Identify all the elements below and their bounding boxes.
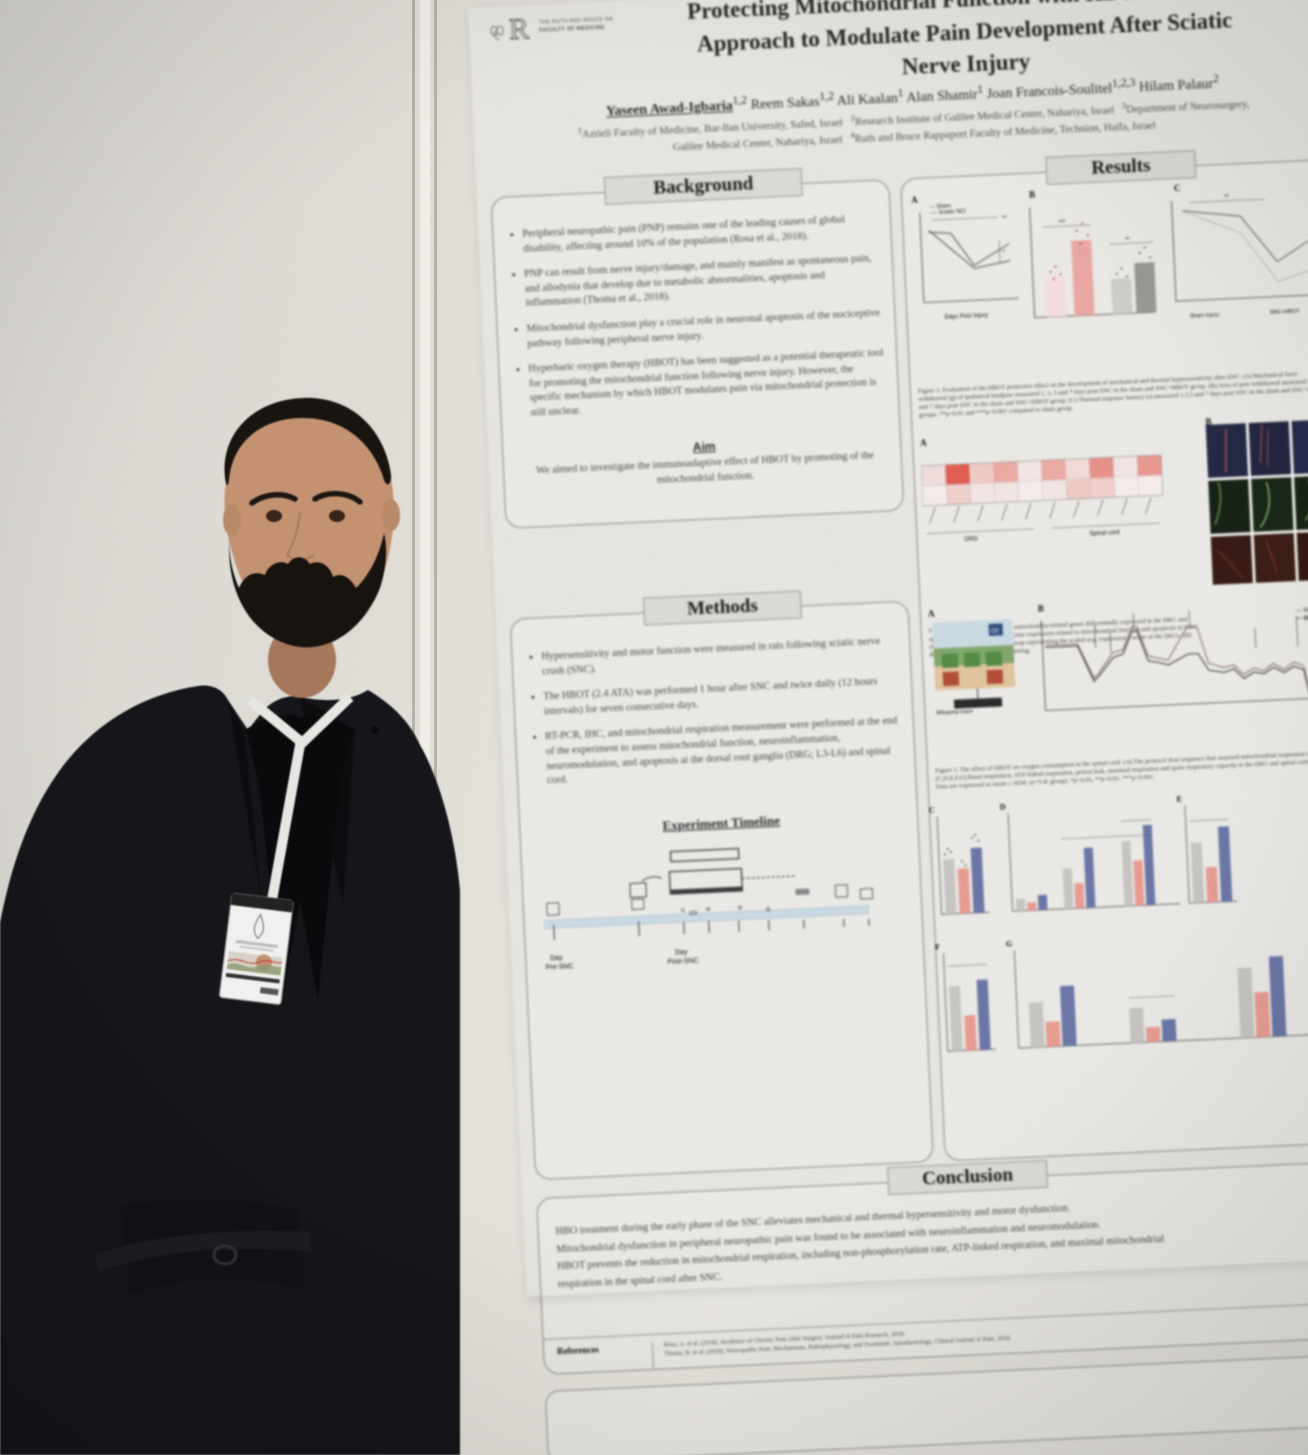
svg-text:I6: I6: [766, 907, 771, 913]
svg-text:A: A: [911, 195, 918, 205]
svg-text:**: **: [1125, 237, 1131, 243]
svg-text:C: C: [1174, 183, 1181, 193]
svg-text:---- Sciatic NCI: ---- Sciatic NCI: [930, 209, 967, 217]
svg-text:***: ***: [1058, 220, 1066, 226]
svg-text:DRG: DRG: [965, 536, 979, 543]
svg-text:FACULTY OF MEDICINE: FACULTY OF MEDICINE: [539, 25, 605, 34]
svg-text:Day: Day: [550, 955, 563, 963]
svg-text:— Sham PT: — Sham PT: [1296, 607, 1308, 614]
svg-text:Day: Day: [675, 949, 688, 957]
svg-text:Pre-SNC: Pre-SNC: [545, 963, 573, 971]
svg-text:I1: I1: [681, 908, 686, 914]
svg-text:B: B: [1029, 189, 1035, 199]
svg-text:**: **: [1224, 195, 1230, 201]
svg-text:SNC+HBOT: SNC+HBOT: [1270, 309, 1301, 316]
svg-text:O2: O2: [991, 629, 1000, 635]
svg-text:I2I3: I2I3: [689, 911, 698, 917]
svg-text:*: *: [1003, 250, 1006, 256]
svg-text:Post-SNC: Post-SNC: [667, 958, 698, 966]
svg-text:Spinal cord: Spinal cord: [1089, 530, 1119, 537]
svg-text:Days Post Injury: Days Post Injury: [944, 313, 988, 321]
svg-text:— SNC+HBOT: — SNC+HBOT: [1296, 614, 1308, 622]
svg-text:**: **: [1002, 216, 1008, 222]
svg-text:Sham Injury: Sham Injury: [1190, 312, 1220, 319]
svg-text:I5: I5: [738, 905, 743, 911]
svg-text:I4: I4: [706, 907, 711, 913]
svg-text:R: R: [508, 12, 530, 46]
